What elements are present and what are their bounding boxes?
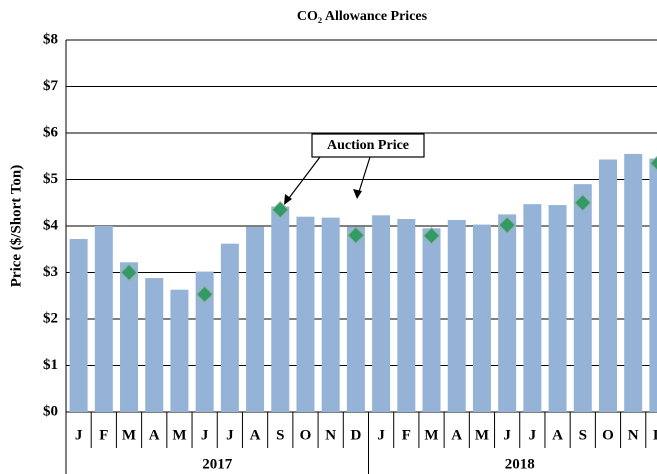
x-tick-label: F — [402, 427, 411, 443]
grid: $0$1$2$3$4$5$6$7$8J F M A M J J A S O N D J F M A M J J A S O… — [43, 31, 657, 474]
x-tick-label: F — [99, 427, 108, 443]
y-tick-label: $8 — [43, 31, 58, 47]
x-tick-label: D — [350, 427, 361, 443]
bar — [498, 214, 517, 412]
x-tick-label: A — [552, 427, 563, 443]
x-tick-label: M — [122, 427, 136, 443]
bar — [649, 158, 657, 412]
auction-marker — [347, 226, 365, 245]
x-tick-label: N — [325, 427, 336, 443]
y-tick-label: $7 — [43, 78, 59, 94]
bar — [69, 239, 88, 412]
x-tick-label: O — [300, 427, 312, 443]
x-tick-label: A — [149, 427, 160, 443]
bar — [346, 226, 365, 412]
bar — [145, 278, 164, 412]
bar — [246, 226, 265, 412]
x-tick-label: J — [226, 427, 234, 443]
bar — [573, 184, 592, 412]
x-tick-label: S — [579, 427, 587, 443]
bar — [120, 262, 139, 412]
x-tick-label: J — [377, 427, 385, 443]
auction-marker — [574, 194, 592, 212]
annotation: Auction Price — [284, 133, 425, 205]
bar — [321, 217, 340, 412]
x-tick-label: A — [250, 427, 261, 443]
auction-marker — [498, 216, 516, 234]
y-tick-label: $4 — [43, 217, 59, 233]
group-label: 2017 — [202, 456, 233, 472]
annotation-text: Auction Price — [327, 138, 409, 153]
y-tick-label: $5 — [43, 171, 58, 187]
x-tick-label: J — [75, 427, 83, 443]
bar — [548, 205, 567, 412]
x-tick-label: S — [276, 427, 284, 443]
chart-title: CO₂ Allowance Prices — [297, 9, 428, 24]
x-tick-label: D — [653, 427, 657, 443]
auction-marker — [649, 155, 657, 171]
x-tick-label: M — [475, 427, 489, 443]
x-tick-label: J — [529, 427, 537, 443]
bar — [271, 206, 290, 412]
bar — [624, 153, 643, 413]
arrow — [285, 156, 321, 203]
auction-marker — [271, 201, 289, 219]
auction-marker — [422, 227, 441, 245]
x-tick-label: J — [201, 427, 209, 443]
auction-marker — [120, 263, 138, 282]
bar — [296, 216, 315, 412]
y-tick-label: $2 — [43, 310, 58, 326]
x-tick-label: N — [628, 427, 639, 443]
x-tick-label: M — [424, 427, 438, 443]
y-tick-label: $1 — [43, 357, 58, 373]
x-tick-label: M — [172, 427, 186, 443]
bar — [472, 224, 491, 412]
bar — [94, 226, 113, 412]
arrowhead — [353, 189, 362, 199]
bar — [523, 204, 542, 412]
arrowhead — [284, 194, 292, 205]
x-tick-label: O — [602, 427, 614, 443]
marks — [69, 153, 657, 413]
bar — [195, 271, 214, 412]
x-tick-label: A — [451, 427, 462, 443]
bar — [397, 219, 416, 412]
bar — [422, 228, 441, 412]
auction-marker — [195, 285, 214, 304]
bar — [220, 243, 239, 412]
arrow — [357, 156, 371, 196]
y-tick-label: $6 — [43, 124, 59, 140]
bar — [598, 159, 617, 412]
bar — [170, 289, 189, 412]
group-label: 2018 — [505, 456, 535, 472]
y-tick-label: $3 — [43, 264, 58, 280]
bar — [447, 219, 466, 412]
y-tick-label: $0 — [43, 403, 58, 419]
y-axis-label: Price ($/Short Ton) — [8, 165, 24, 288]
annotation-box — [311, 133, 425, 158]
bar — [372, 215, 391, 412]
x-tick-label: J — [503, 427, 511, 443]
